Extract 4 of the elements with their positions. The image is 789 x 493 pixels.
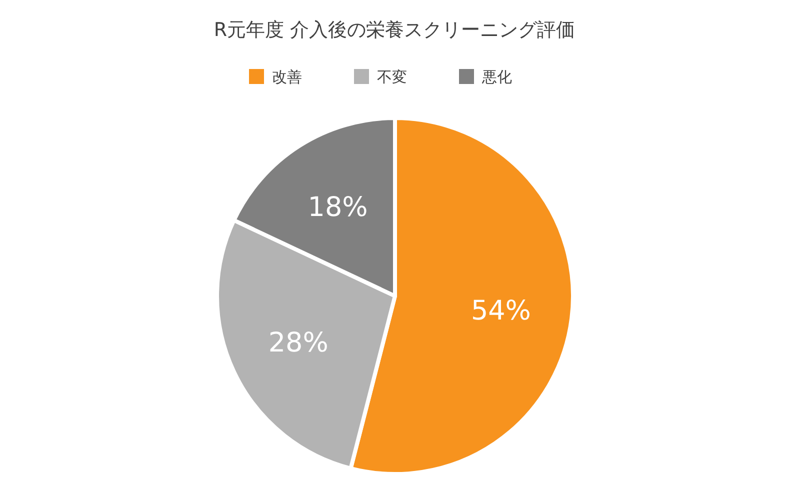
legend-label: 不変 <box>377 68 407 86</box>
legend-label: 悪化 <box>481 68 512 86</box>
legend-label: 改善 <box>272 68 302 86</box>
title: R元年度 介入後の栄養スクリーニング評価 <box>214 19 576 41</box>
